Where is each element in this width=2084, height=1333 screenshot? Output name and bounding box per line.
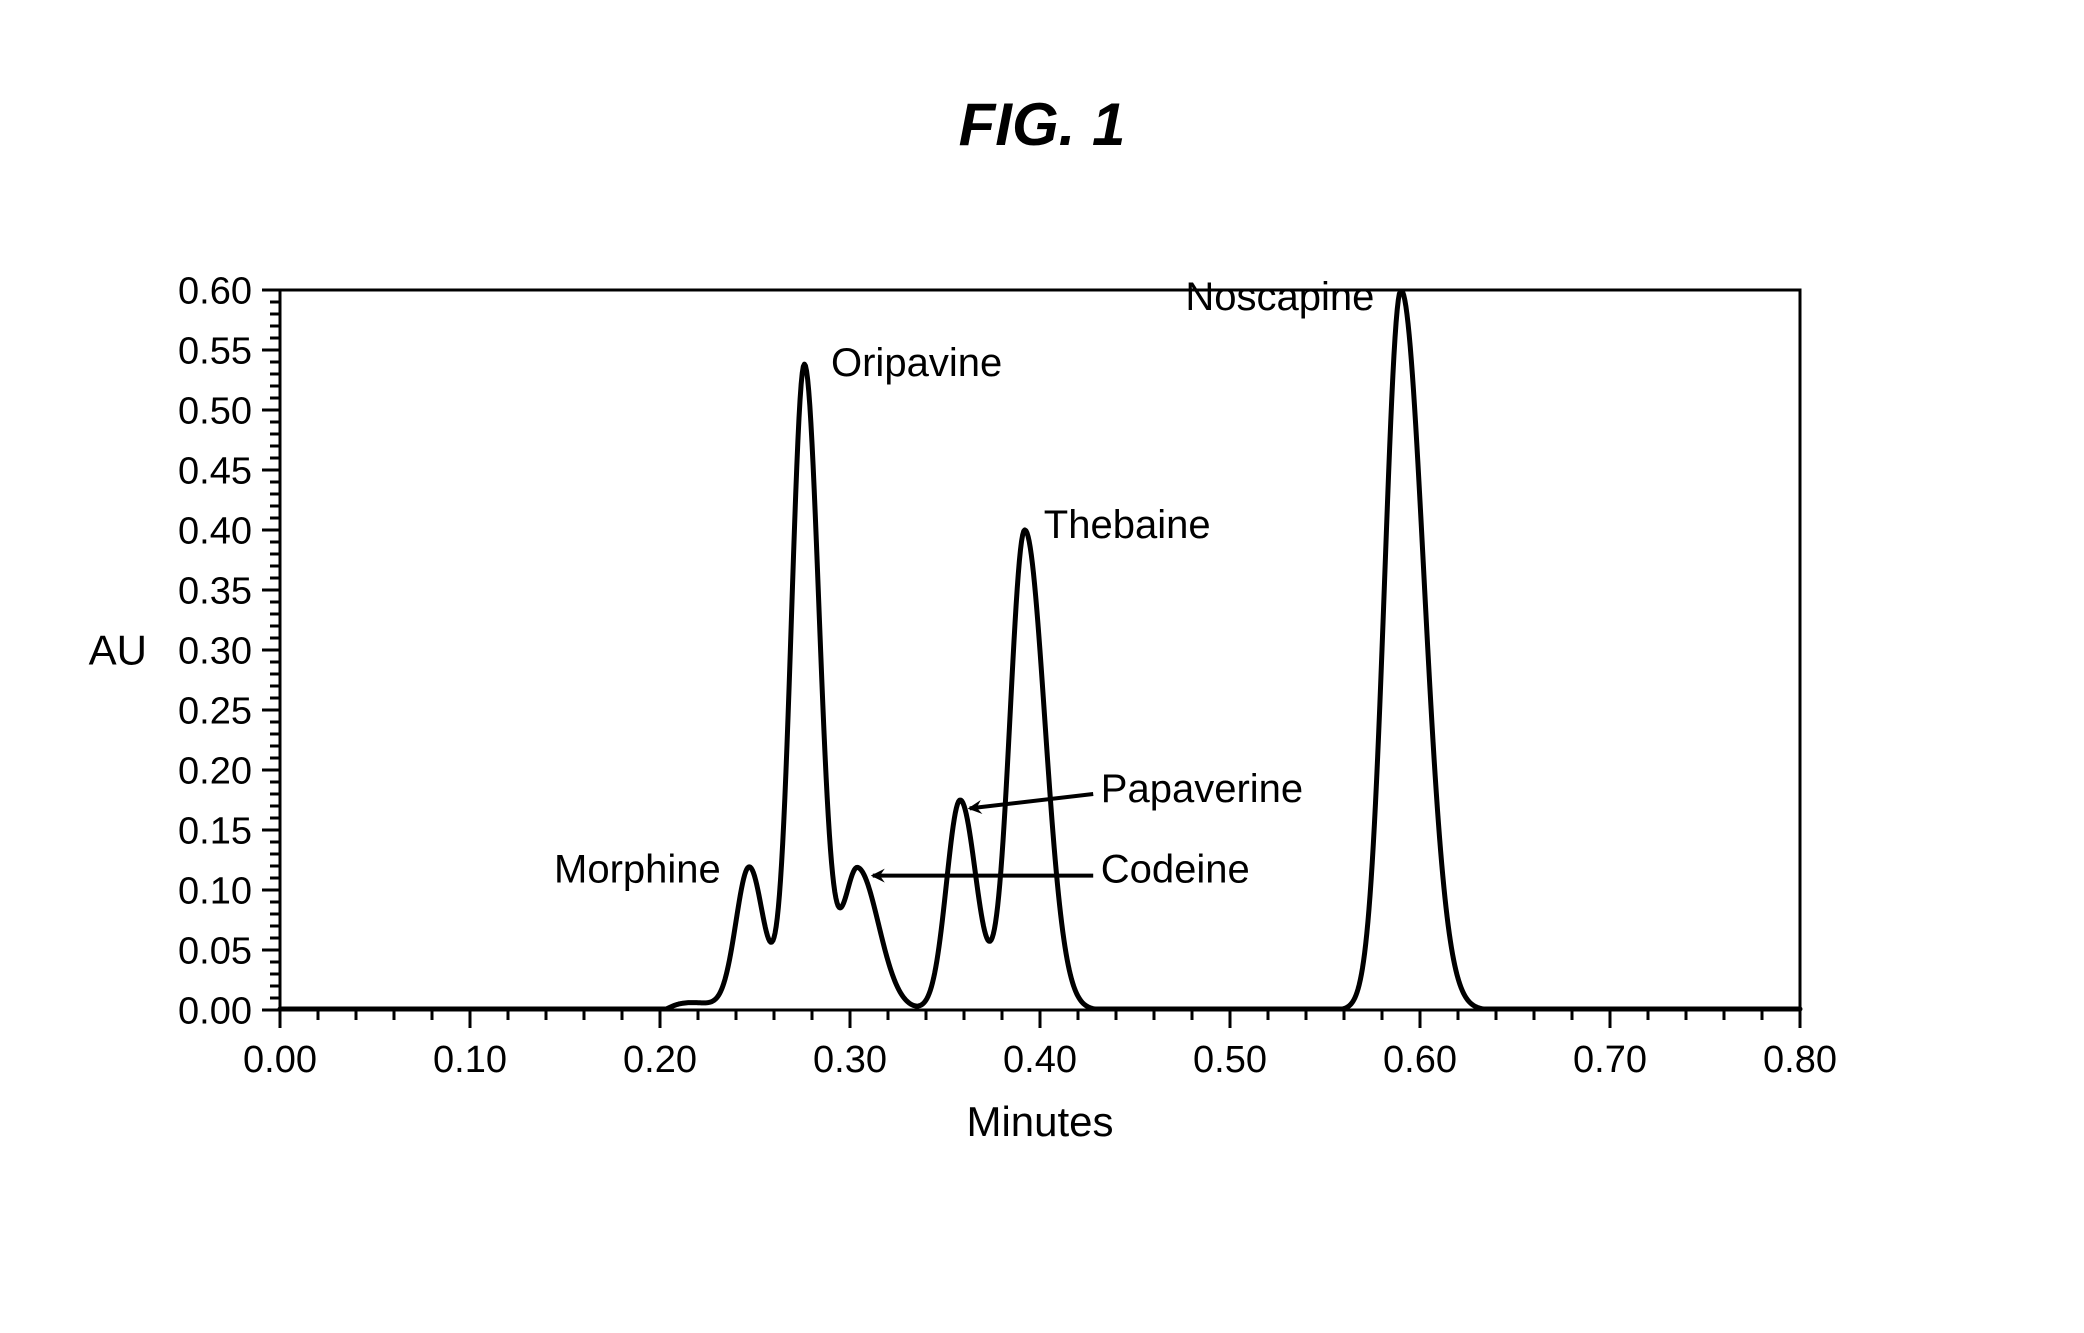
y-tick-label: 0.30 xyxy=(178,630,252,672)
y-axis-label: AU xyxy=(89,627,147,674)
x-tick-label: 0.30 xyxy=(813,1039,887,1081)
x-tick-label: 0.80 xyxy=(1763,1039,1837,1081)
y-tick-label: 0.05 xyxy=(178,930,252,972)
x-tick-label: 0.40 xyxy=(1003,1039,1077,1081)
y-tick-label: 0.40 xyxy=(178,510,252,552)
peak-label: Codeine xyxy=(1101,847,1250,891)
x-tick-label: 0.10 xyxy=(433,1039,507,1081)
chromatogram-trace xyxy=(280,292,1800,1009)
y-tick-label: 0.25 xyxy=(178,690,252,732)
peak-label: Thebaine xyxy=(1044,503,1211,547)
y-tick-label: 0.45 xyxy=(178,450,252,492)
peak-label: Oripavine xyxy=(831,341,1002,385)
label-arrow xyxy=(970,794,1093,808)
y-tick-label: 0.50 xyxy=(178,390,252,432)
peak-label: Noscapine xyxy=(1185,275,1374,319)
x-tick-label: 0.70 xyxy=(1573,1039,1647,1081)
x-axis-label: Minutes xyxy=(966,1098,1113,1145)
y-tick-label: 0.20 xyxy=(178,750,252,792)
peak-label: Papaverine xyxy=(1101,767,1303,811)
y-tick-label: 0.00 xyxy=(178,990,252,1032)
x-tick-label: 0.00 xyxy=(243,1039,317,1081)
y-tick-label: 0.35 xyxy=(178,570,252,612)
x-tick-label: 0.20 xyxy=(623,1039,697,1081)
chromatogram-chart: 0.00 0.10 0.20 0.30 0.40 0.50 0.60 0.70 0.80 Minu… xyxy=(0,0,2084,1333)
x-tick-label: 0.50 xyxy=(1193,1039,1267,1081)
y-tick-label: 0.15 xyxy=(178,810,252,852)
x-tick-label: 0.60 xyxy=(1383,1039,1457,1081)
peak-label: Morphine xyxy=(554,847,721,891)
y-tick-label: 0.55 xyxy=(178,330,252,372)
y-tick-label: 0.60 xyxy=(178,270,252,312)
y-tick-label: 0.10 xyxy=(178,870,252,912)
